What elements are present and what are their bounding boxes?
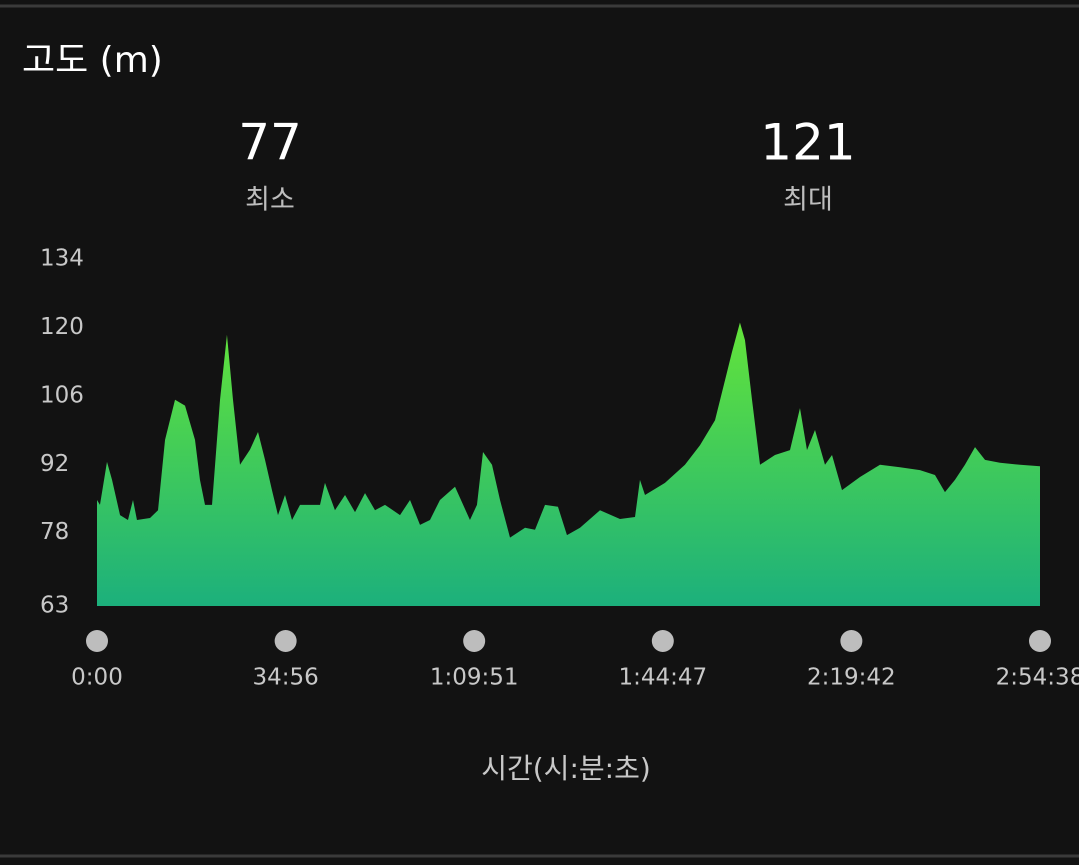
x-tick-dot — [274, 630, 297, 652]
x-tick-label: 0:00 — [71, 665, 123, 691]
y-tick-label: 134 — [40, 246, 84, 272]
y-tick-label: 63 — [40, 593, 69, 619]
y-tick-label: 78 — [40, 519, 69, 545]
x-tick-label: 2:54:38 — [996, 665, 1079, 691]
x-tick-label: 1:09:51 — [430, 665, 519, 691]
stat-value: 77 — [238, 114, 302, 172]
x-tick-label: 2:19:42 — [807, 665, 896, 691]
elevation-area — [97, 322, 1040, 606]
x-tick-dot — [840, 630, 863, 652]
x-axis-label: 시간(시:분:초) — [481, 752, 651, 785]
chart-title: 고도 (m) — [22, 40, 163, 81]
stat-value: 121 — [760, 114, 855, 172]
stat-label: 최소 — [245, 185, 295, 216]
x-tick-dot — [463, 630, 486, 652]
y-tick-label: 120 — [40, 314, 84, 340]
x-tick-dot — [86, 630, 108, 652]
x-tick-label: 1:44:47 — [618, 665, 707, 691]
x-tick-dot — [651, 630, 674, 652]
y-tick-label: 92 — [40, 451, 69, 477]
x-tick-dot — [1029, 630, 1051, 652]
y-tick-label: 106 — [40, 382, 84, 408]
stat-label: 최대 — [783, 185, 833, 216]
x-tick-label: 34:56 — [252, 665, 318, 691]
